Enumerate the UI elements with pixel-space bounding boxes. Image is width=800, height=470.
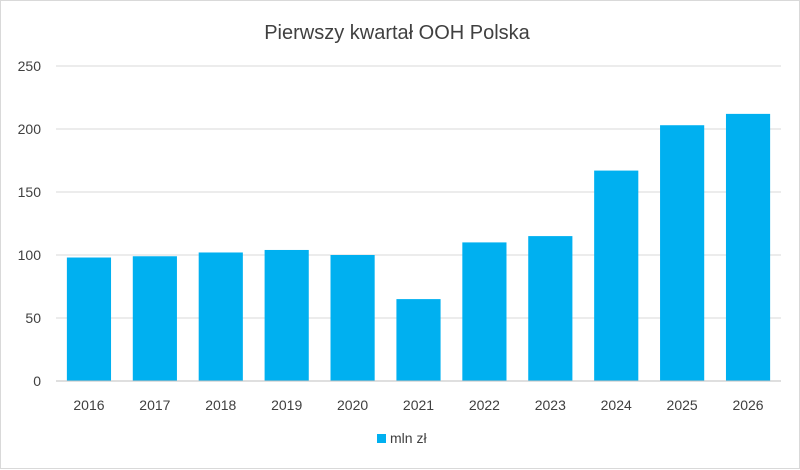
bar-2021 — [396, 299, 441, 381]
x-tick-label-2025: 2025 — [667, 397, 698, 413]
legend-swatch-mln-zl — [377, 434, 386, 443]
y-axis-ticks: 0 50 100 150 200 250 — [18, 58, 42, 389]
legend-label-mln-zl: mln zł — [390, 430, 427, 446]
bar-2025 — [660, 125, 705, 381]
x-tick-label-2024: 2024 — [601, 397, 632, 413]
bar-2026 — [725, 113, 771, 381]
bar-2018 — [198, 252, 243, 381]
y-tick-label-250: 250 — [18, 58, 42, 74]
chart-title: Pierwszy kwartał OOH Polska — [264, 22, 530, 44]
x-axis-ticks: 2016 2017 2018 2019 2020 2021 2022 2023 2024 2025… — [73, 397, 763, 413]
bar-2019 — [264, 249, 309, 381]
y-tick-label-0: 0 — [33, 373, 41, 389]
bar-2020 — [330, 255, 375, 381]
x-tick-label-2019: 2019 — [271, 397, 302, 413]
x-tick-label-2018: 2018 — [205, 397, 236, 413]
x-tick-label-2016: 2016 — [73, 397, 104, 413]
x-tick-label-2021: 2021 — [403, 397, 434, 413]
legend: mln zł — [377, 430, 427, 446]
y-tick-label-50: 50 — [25, 310, 41, 326]
bar-2017 — [132, 256, 177, 381]
bar-2022 — [462, 242, 507, 381]
bar-2024 — [594, 170, 639, 381]
x-tick-label-2022: 2022 — [469, 397, 500, 413]
bar-2016 — [66, 257, 112, 381]
bars — [66, 113, 771, 381]
y-tick-label-200: 200 — [18, 121, 42, 137]
x-tick-label-2017: 2017 — [139, 397, 170, 413]
bar-2023 — [528, 236, 573, 381]
x-tick-label-2023: 2023 — [535, 397, 566, 413]
y-tick-label-100: 100 — [18, 247, 42, 263]
x-tick-label-2026: 2026 — [732, 397, 763, 413]
y-tick-label-150: 150 — [18, 184, 42, 200]
x-tick-label-2020: 2020 — [337, 397, 368, 413]
